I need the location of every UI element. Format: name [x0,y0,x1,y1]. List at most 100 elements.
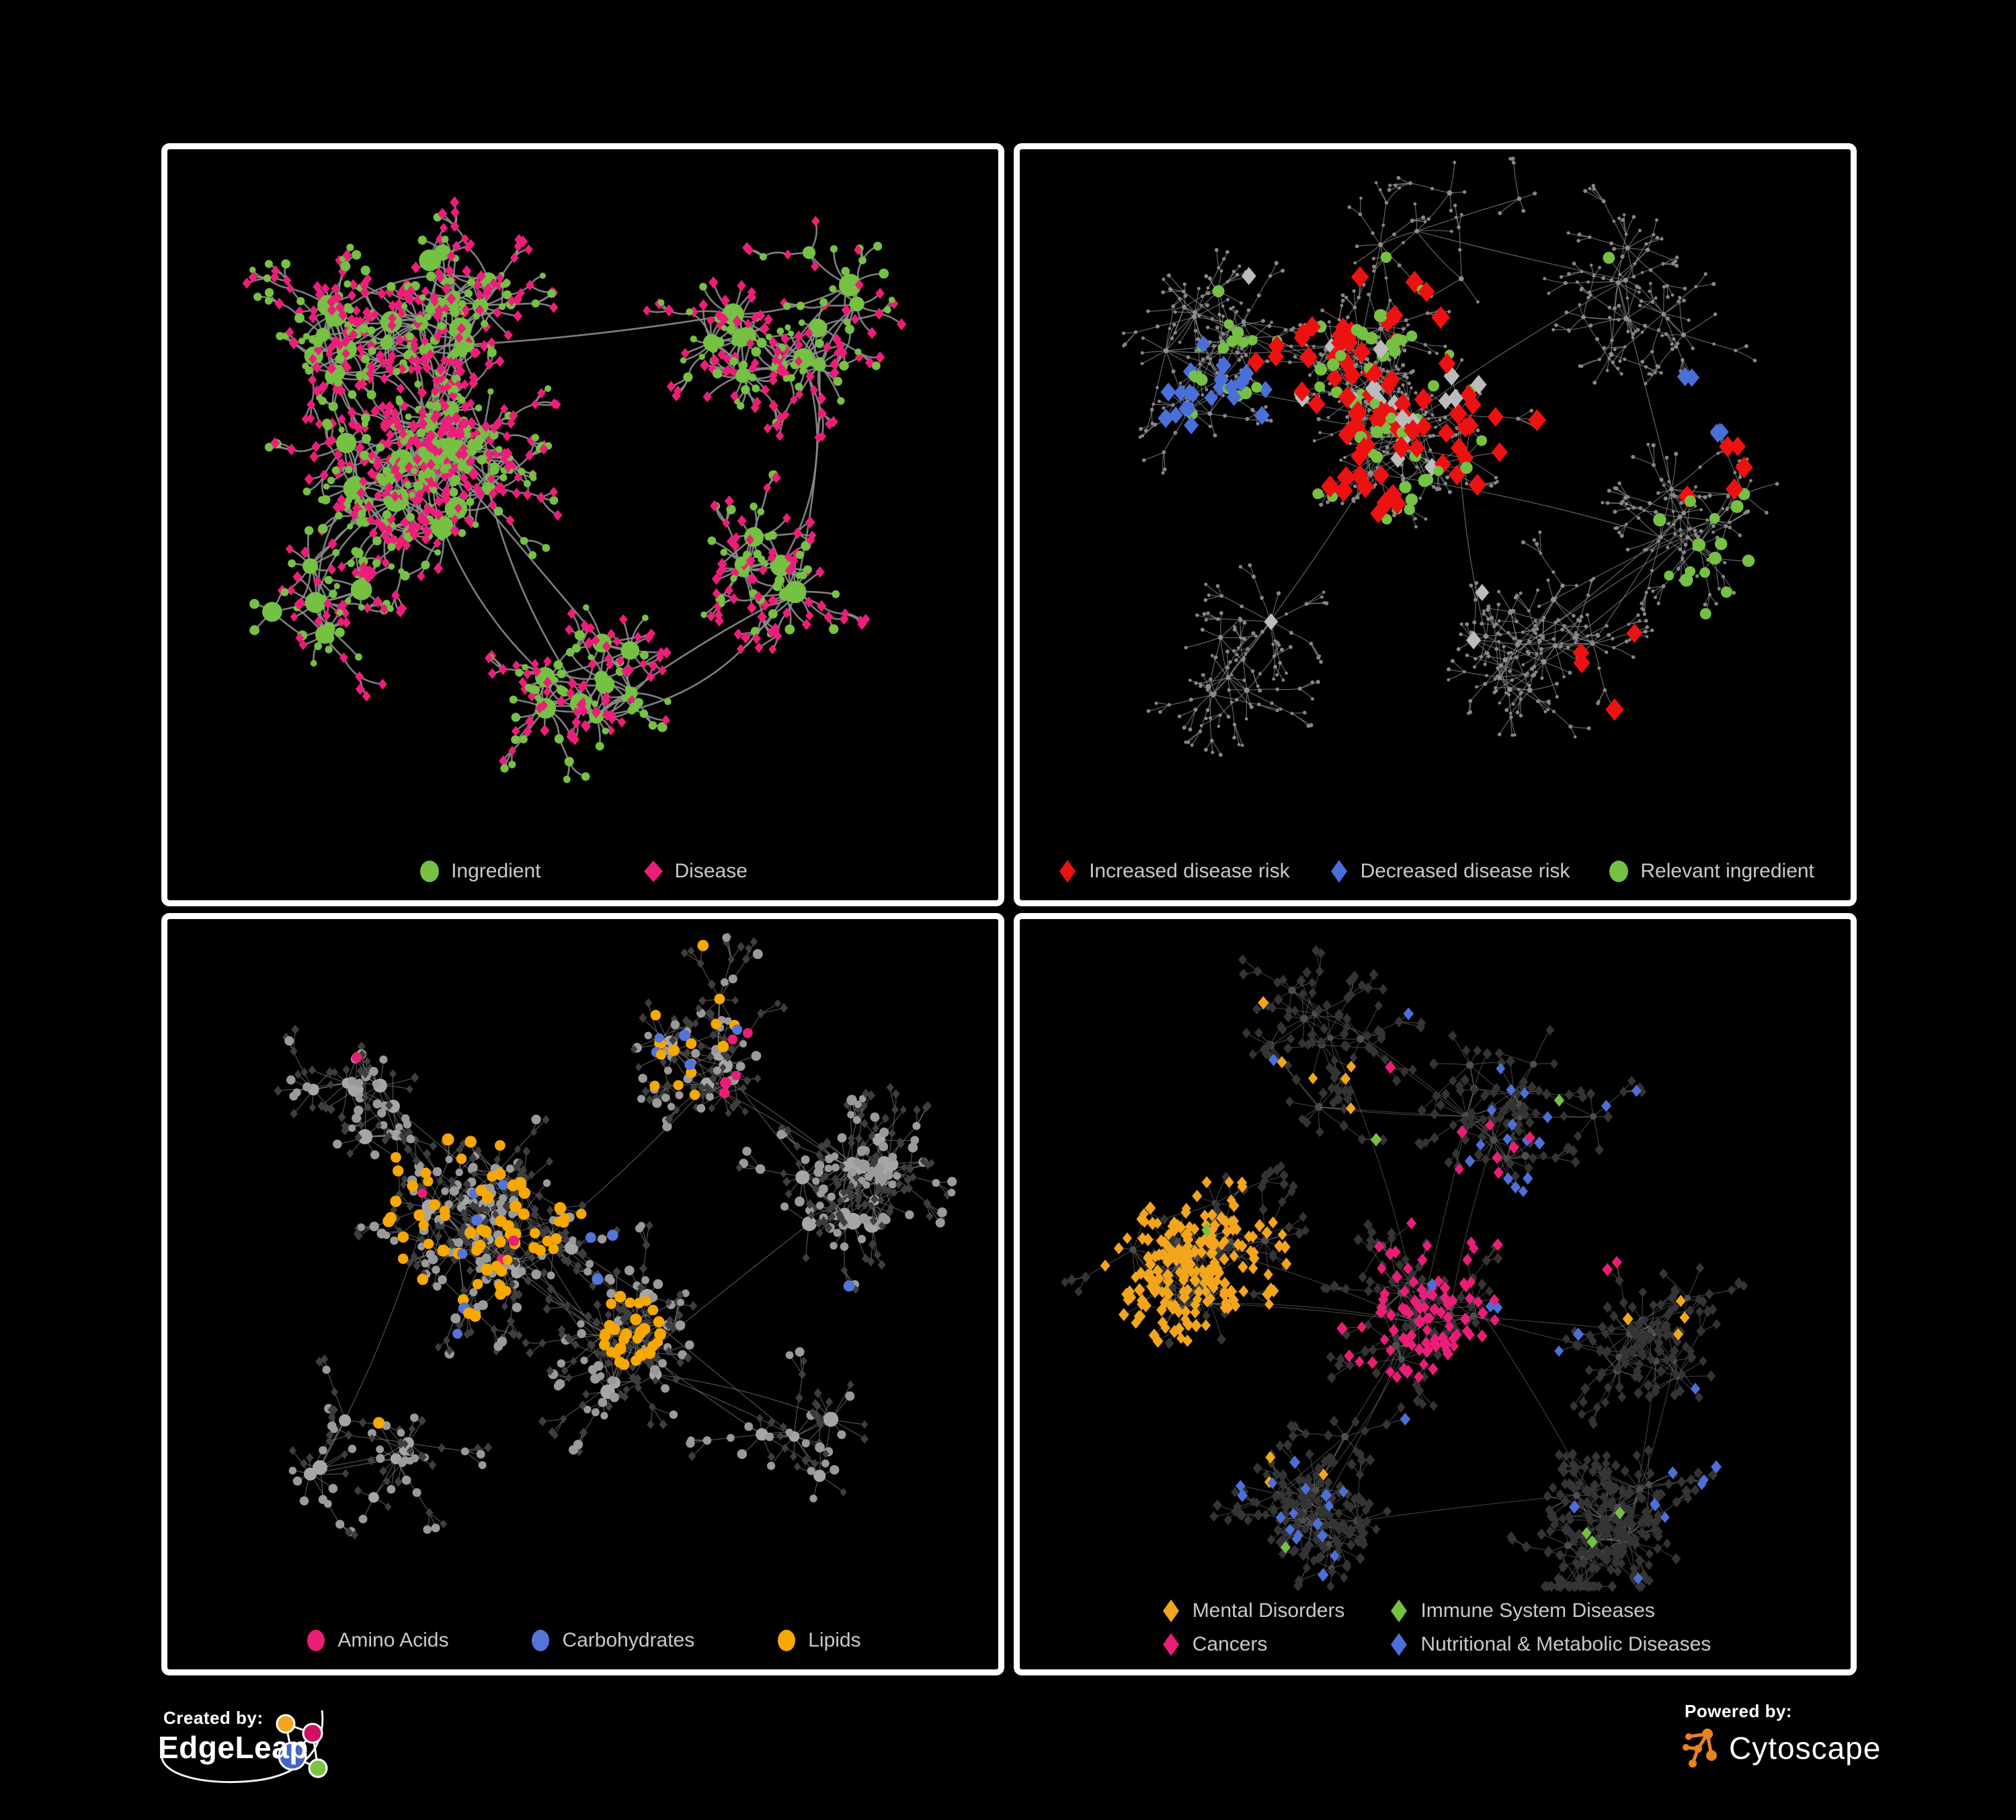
node-background-node [1472,620,1477,625]
node-disease-node [1645,1560,1653,1570]
node-disease-node [1504,1099,1513,1110]
node-disease-node [1322,1519,1331,1530]
node-disease-node [1656,1365,1666,1377]
node-disease-node [1383,1505,1392,1516]
node-background-node [1640,606,1644,610]
node-disease-node [513,1188,521,1198]
node-disease-node [1601,1396,1610,1408]
node-ingredient-node [410,1413,419,1422]
node-disease-node [707,1065,715,1075]
node-ingredient [359,577,366,584]
node-nutritional-metabolic-diseases [1486,1104,1496,1116]
node-background-node [1400,391,1404,395]
node-background-node [1188,678,1192,682]
node-disease [440,470,450,482]
node-disease [767,552,776,563]
node-background-node [1401,383,1405,387]
node-background-node [1533,623,1537,628]
node-background-node [1648,268,1653,272]
node-disease [605,659,614,670]
node-ingredient-node [879,1127,889,1137]
node-disease-node [719,1063,727,1072]
node-disease [319,469,329,481]
node-background-node [1515,655,1519,660]
node-disease-node [469,1200,477,1210]
node-disease-node [890,1187,898,1197]
node-background-node [1738,475,1742,479]
nutrient-classes-network [274,931,957,1540]
node-disease-node [1602,1450,1611,1462]
node-carbohydrates [607,1229,618,1241]
node-background-node [1276,591,1281,596]
node-disease [290,337,300,349]
node-disease-node [913,1105,921,1115]
node-increased-disease-risk [1350,266,1369,288]
node-ingredient [784,624,795,635]
node-lipids [495,1215,507,1227]
node-disease-node [1429,1400,1438,1411]
node-disease-node [1631,1341,1641,1352]
node-background-hub [1615,280,1621,285]
node-background-node [1493,481,1497,485]
node-background-node [1178,296,1182,301]
node-disease [456,323,467,335]
node-disease-node [1366,1234,1375,1246]
node-lipids [495,1140,506,1151]
node-disease [442,484,451,496]
node-disease [372,596,383,608]
node-disease [366,514,375,525]
node-nutritional-metabolic-diseases [1330,1549,1340,1562]
node-disease-node [1365,1240,1375,1252]
node-cancers [1449,1340,1459,1352]
node-hub-node [1646,1480,1652,1488]
node-background-node [1421,215,1426,220]
node-disease-node [1518,1081,1528,1093]
node-background-node [1280,647,1284,652]
node-background-node [1474,598,1478,602]
node-ingredient [657,722,668,732]
node-ingredient-node [286,1075,296,1084]
node-disease [467,416,476,428]
node-disease [525,280,534,291]
node-background-node [1586,280,1590,284]
node-ingredient [753,549,762,559]
node-disease-node [363,1056,371,1066]
node-disease [488,499,497,510]
node-lipids [551,1232,562,1244]
node-cancers [1426,1288,1438,1302]
node-background-node [1359,196,1363,200]
node-ingredient-node [720,978,729,986]
node-background-node [1703,272,1707,276]
node-disease [473,428,481,439]
node-relevant-ingredient [1699,567,1710,578]
node-disease-node [1588,1466,1597,1476]
amino-acids-legend-icon [307,1630,325,1651]
node-background-node [1232,736,1236,740]
node-ingredient-node [691,1048,700,1058]
node-cancers [1492,1150,1502,1164]
node-ingredient [756,338,767,348]
node-disease-node [450,1254,459,1265]
node-disease [530,659,539,670]
node-background-node [1613,306,1617,311]
node-mental-disorders [1207,1208,1217,1221]
node-disease-node [1546,1510,1556,1522]
node-disease-node [547,1205,554,1214]
node-disease [602,709,612,721]
node-disease-node [1360,1527,1369,1538]
node-hub-node [1521,1151,1529,1160]
node-disease [424,436,432,446]
node-disease-node [1312,945,1321,956]
node-disease-node [582,1389,590,1399]
node-ingredient [557,669,566,679]
node-disease-node [483,1205,491,1214]
node-disease-node [620,1392,629,1401]
node-ingredient [458,348,467,358]
node-ingredient-hub [313,1460,327,1475]
node-background-node [1171,403,1175,407]
node-lipids [417,1273,429,1285]
node-background-node [1434,426,1437,429]
node-background-node [1659,477,1664,482]
node-cancers [1344,1349,1355,1362]
node-lipids [717,1040,729,1052]
